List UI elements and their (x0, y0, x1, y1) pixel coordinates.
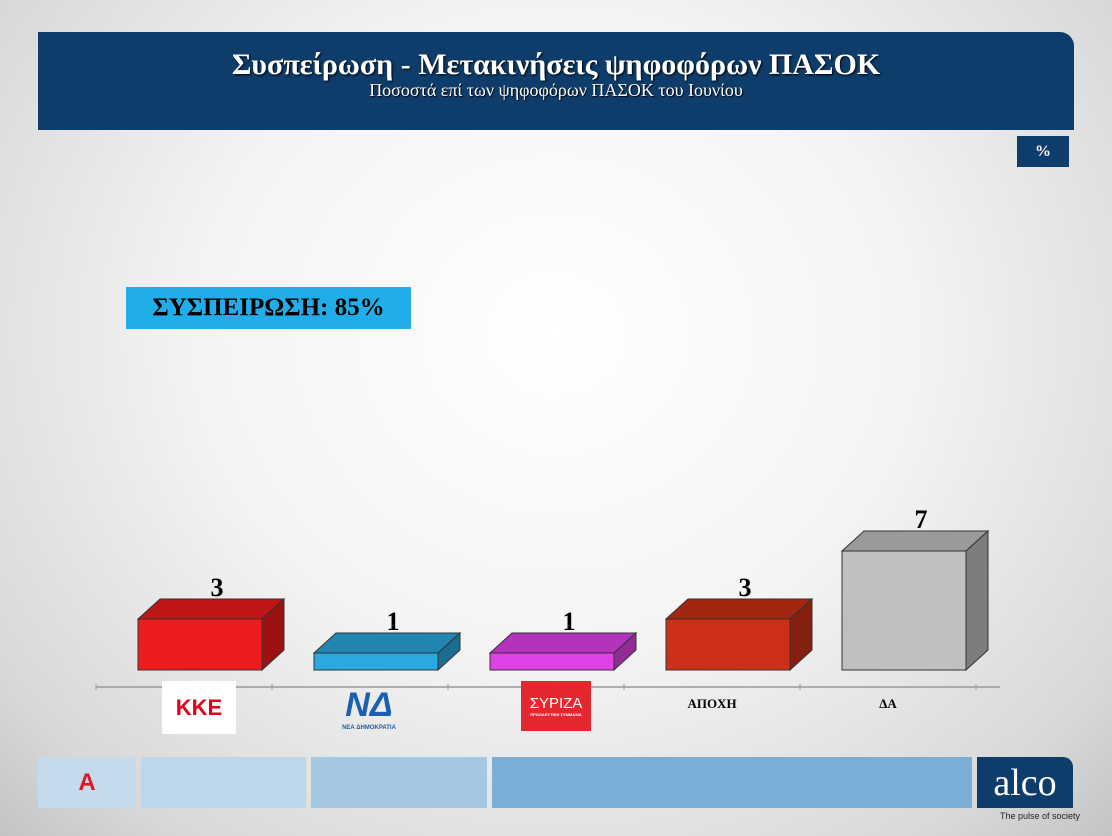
bar-side (965, 529, 989, 672)
bar-ΔΑ (841, 550, 967, 671)
footer-band-3 (492, 757, 972, 808)
header-banner: Συσπείρωση - Μετακινήσεις ψηφοφόρων ΠΑΣΟ… (38, 32, 1074, 130)
bar-top (136, 598, 286, 620)
bar-top (840, 530, 990, 552)
cohesion-label: ΣΥΣΠΕΙΡΩΣΗ: 85% (126, 287, 411, 329)
bar-ΚΚΕ (137, 618, 263, 671)
bar-ΑΠΟΧΗ (665, 618, 791, 671)
nd-logo-subtext: ΝΕΑ ΔΗΜΟΚΡΑΤΙΑ (342, 724, 396, 731)
syriza-logo: ΣΥΡΙΖΑ ΠΡΟΟΔΕΥΤΙΚΗ ΣΥΜΜΑΧΙΑ (521, 681, 591, 731)
kke-logo: ΚΚΕ (162, 681, 236, 734)
unit-badge: % (1017, 136, 1069, 167)
alco-tagline: The pulse of society (1000, 811, 1081, 821)
nd-logo: ΝΔ ΝΕΑ ΔΗΜΟΚΡΑΤΙΑ (334, 681, 404, 735)
nd-logo-text: ΝΔ (345, 685, 393, 724)
category-label-apoxi: ΑΠΟΧΗ (687, 696, 737, 711)
alpha-logo-glyph: A (78, 768, 96, 796)
data-label: 1 (563, 607, 576, 636)
kke-logo-text: ΚΚΕ (175, 694, 223, 720)
bar-top (488, 632, 638, 654)
syriza-logo-subtext: ΠΡΟΟΔΕΥΤΙΚΗ ΣΥΜΜΑΧΙΑ (530, 712, 582, 717)
bar-top (664, 598, 814, 620)
data-label: 1 (387, 607, 400, 636)
bar-ΝΔ (313, 652, 439, 671)
data-label: 3 (739, 573, 752, 602)
page-subtitle: Ποσοστά επί των ψηφοφόρων ΠΑΣΟΚ του Ιουν… (369, 80, 743, 100)
footer-band-2 (311, 757, 487, 808)
data-label: 7 (915, 505, 928, 534)
data-label: 3 (211, 573, 224, 602)
syriza-logo-text: ΣΥΡΙΖΑ (529, 695, 583, 712)
bar-top (312, 632, 462, 654)
footer-band-1 (141, 757, 306, 808)
alpha-news-logo: A (38, 757, 136, 808)
category-label-da: ΔΑ (879, 696, 897, 711)
bar-ΣΥΡΙΖΑ (489, 652, 615, 671)
page-title: Συσπείρωση - Μετακινήσεις ψηφοφόρων ΠΑΣΟ… (231, 48, 881, 81)
alco-logo: alco (977, 757, 1073, 808)
